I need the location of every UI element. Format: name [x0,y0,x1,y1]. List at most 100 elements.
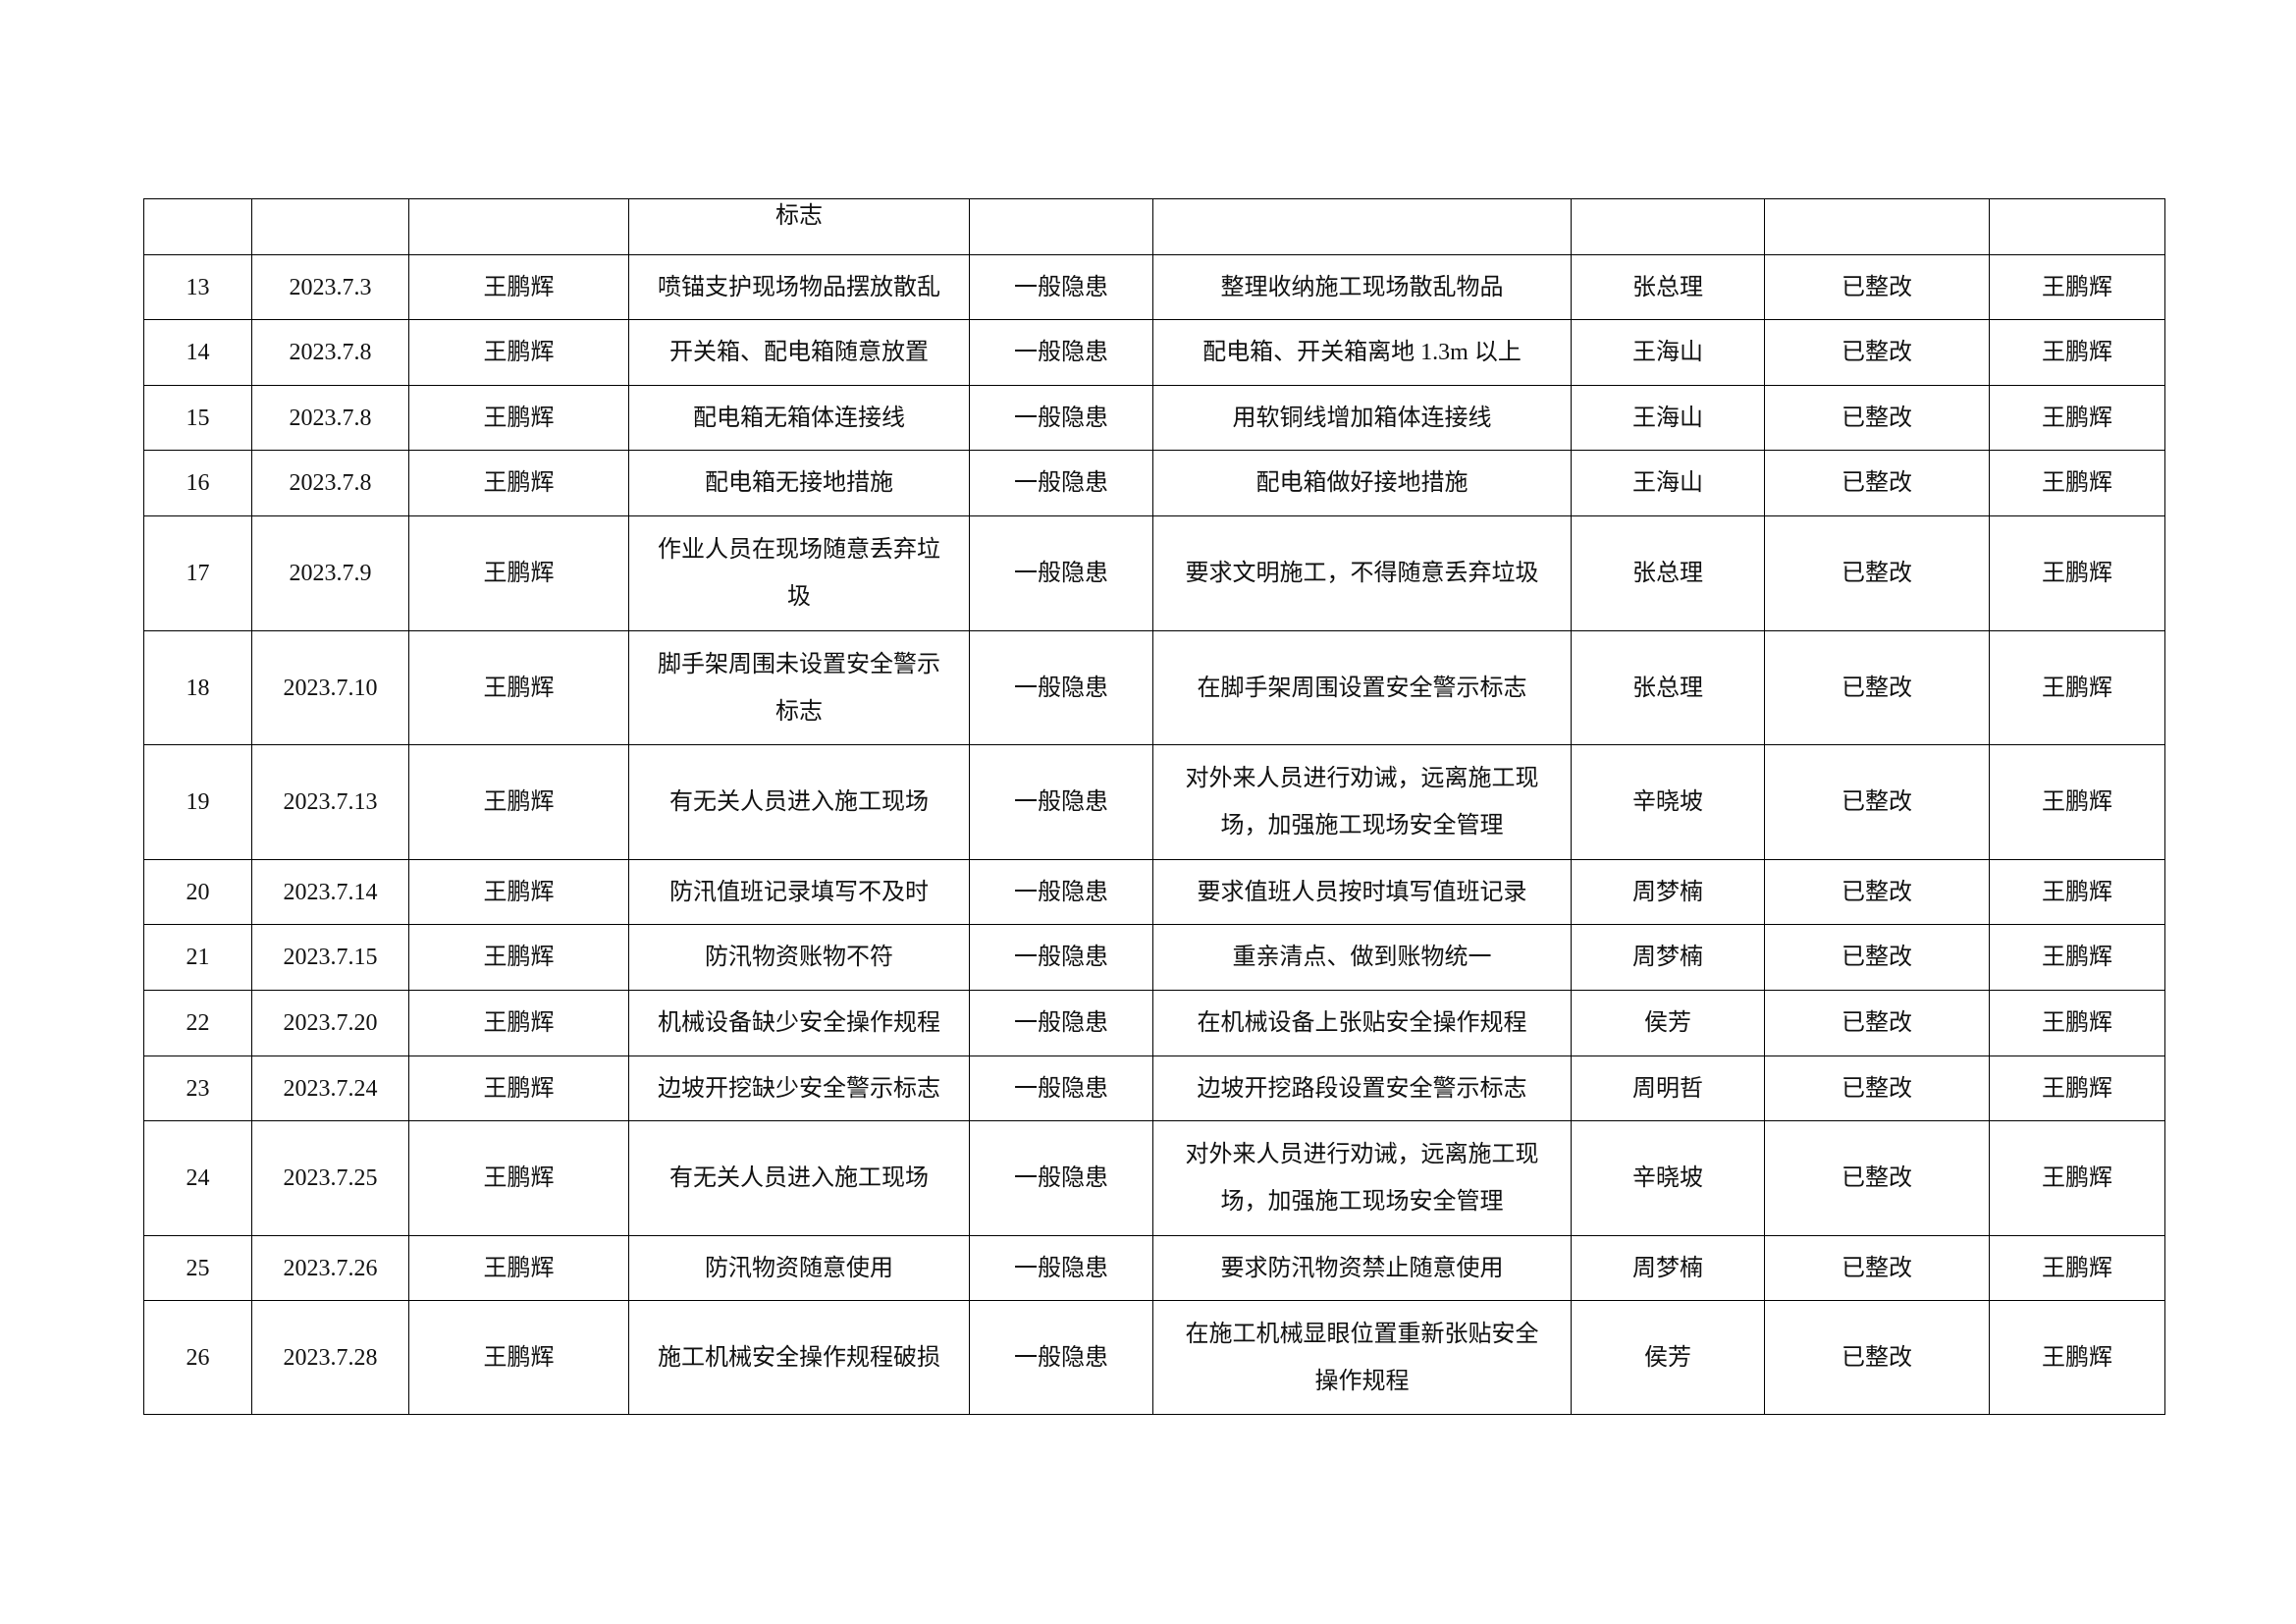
cell: 已整改 [1764,515,1990,631]
cell: 2023.7.24 [251,1056,409,1121]
cell [969,198,1153,255]
cell: 王鹏辉 [408,450,629,516]
cell: 已整改 [1764,744,1990,860]
cell: 25 [143,1235,252,1301]
cell: 王鹏辉 [408,385,629,451]
cell: 王鹏辉 [1989,1120,2165,1236]
cell: 重亲清点、做到账物统一 [1152,924,1572,991]
cell: 防汛物资账物不符 [628,924,970,991]
cell: 周梦楠 [1571,924,1765,991]
cell: 周梦楠 [1571,1235,1765,1301]
cell: 2023.7.13 [251,744,409,860]
cell: 一般隐患 [969,1300,1153,1415]
cell: 已整改 [1764,1056,1990,1121]
cell: 张总理 [1571,254,1765,320]
cell: 配电箱做好接地措施 [1152,450,1572,516]
cell: 王鹏辉 [1989,1300,2165,1415]
cell [1764,198,1990,255]
cell: 喷锚支护现场物品摆放散乱 [628,254,970,320]
cell: 王鹏辉 [408,1235,629,1301]
cell: 王鹏辉 [1989,319,2165,386]
table-row: 26 2023.7.28 王鹏辉 施工机械安全操作规程破损 一般隐患 在施工机械显眼位置重… [143,1300,2165,1415]
cell: 王鹏辉 [408,319,629,386]
cell: 王鹏辉 [1989,254,2165,320]
table-row: 13 2023.7.3 王鹏辉 喷锚支护现场物品摆放散乱 一般隐患 整理收纳施工现场散乱物… [143,254,2165,320]
cell: 2023.7.8 [251,450,409,516]
table-row: 14 2023.7.8 王鹏辉 开关箱、配电箱随意放置 一般隐患 配电箱、开关箱离地 1.… [143,319,2165,386]
cell: 边坡开挖路段设置安全警示标志 [1152,1056,1572,1121]
cell: 要求防汛物资禁止随意使用 [1152,1235,1572,1301]
cell: 整理收纳施工现场散乱物品 [1152,254,1572,320]
cell: 王鹏辉 [1989,1056,2165,1121]
cell: 王鹏辉 [408,630,629,745]
cell: 一般隐患 [969,515,1153,631]
cell: 王鹏辉 [408,990,629,1056]
table-row: 25 2023.7.26 王鹏辉 防汛物资随意使用 一般隐患 要求防汛物资禁止随意使用 周梦… [143,1235,2165,1301]
cell: 王鹏辉 [1989,630,2165,745]
cell [408,198,629,255]
cell [1152,198,1572,255]
cell: 2023.7.8 [251,385,409,451]
cell: 对外来人员进行劝诫，远离施工现场，加强施工现场安全管理 [1152,1120,1572,1236]
table-row: 16 2023.7.8 王鹏辉 配电箱无接地措施 一般隐患 配电箱做好接地措施 王海山 已整改… [143,450,2165,516]
cell: 16 [143,450,252,516]
cell: 开关箱、配电箱随意放置 [628,319,970,386]
cell: 已整改 [1764,385,1990,451]
cell: 王鹏辉 [1989,859,2165,925]
table-row: 23 2023.7.24 王鹏辉 边坡开挖缺少安全警示标志 一般隐患 边坡开挖路段设置安全… [143,1056,2165,1121]
cell: 配电箱无箱体连接线 [628,385,970,451]
cell: 13 [143,254,252,320]
table-body: 标志 13 2023.7.3 王鹏辉 喷锚支护现场物品摆放散乱 一般隐患 整理收纳施工现场… [143,198,2165,1415]
cell: 防汛物资随意使用 [628,1235,970,1301]
cell: 张总理 [1571,630,1765,745]
cell: 王鹏辉 [1989,1235,2165,1301]
cell: 周明哲 [1571,1056,1765,1121]
cell: 2023.7.28 [251,1300,409,1415]
cell: 2023.7.3 [251,254,409,320]
cell: 已整改 [1764,319,1990,386]
cell: 在脚手架周围设置安全警示标志 [1152,630,1572,745]
cell: 23 [143,1056,252,1121]
cell: 有无关人员进入施工现场 [628,1120,970,1236]
cell: 一般隐患 [969,1056,1153,1121]
cell [1571,198,1765,255]
cell: 一般隐患 [969,385,1153,451]
cell: 王鹏辉 [1989,990,2165,1056]
cell: 要求文明施工，不得随意丢弃垃圾 [1152,515,1572,631]
table-row: 22 2023.7.20 王鹏辉 机械设备缺少安全操作规程 一般隐患 在机械设备上张贴安全… [143,990,2165,1056]
cell: 王海山 [1571,450,1765,516]
cell: 王鹏辉 [408,1056,629,1121]
cell: 王鹏辉 [408,1120,629,1236]
table-row: 17 2023.7.9 王鹏辉 作业人员在现场随意丢弃垃圾 一般隐患 要求文明施工，不得随… [143,515,2165,631]
cell: 王鹏辉 [1989,385,2165,451]
cell: 王鹏辉 [408,924,629,991]
cell: 22 [143,990,252,1056]
cell: 周梦楠 [1571,859,1765,925]
cell: 王鹏辉 [1989,515,2165,631]
cell: 已整改 [1764,1300,1990,1415]
cell: 在施工机械显眼位置重新张贴安全操作规程 [1152,1300,1572,1415]
cell: 已整改 [1764,924,1990,991]
table-row: 15 2023.7.8 王鹏辉 配电箱无箱体连接线 一般隐患 用软铜线增加箱体连接线 王海山… [143,385,2165,451]
cell: 王鹏辉 [1989,450,2165,516]
cell: 2023.7.9 [251,515,409,631]
cell: 已整改 [1764,990,1990,1056]
cell: 已整改 [1764,1235,1990,1301]
cell: 已整改 [1764,630,1990,745]
cell: 19 [143,744,252,860]
cell: 15 [143,385,252,451]
cell: 17 [143,515,252,631]
cell: 已整改 [1764,859,1990,925]
cell: 机械设备缺少安全操作规程 [628,990,970,1056]
cell: 配电箱、开关箱离地 1.3m 以上 [1152,319,1572,386]
cell: 一般隐患 [969,630,1153,745]
cell: 张总理 [1571,515,1765,631]
cell: 王海山 [1571,385,1765,451]
cell: 一般隐患 [969,450,1153,516]
cell: 王海山 [1571,319,1765,386]
cell: 一般隐患 [969,319,1153,386]
cell: 一般隐患 [969,1120,1153,1236]
cell: 在机械设备上张贴安全操作规程 [1152,990,1572,1056]
cell: 用软铜线增加箱体连接线 [1152,385,1572,451]
table-row: 18 2023.7.10 王鹏辉 脚手架周围未设置安全警示标志 一般隐患 在脚手架周围设置… [143,630,2165,745]
